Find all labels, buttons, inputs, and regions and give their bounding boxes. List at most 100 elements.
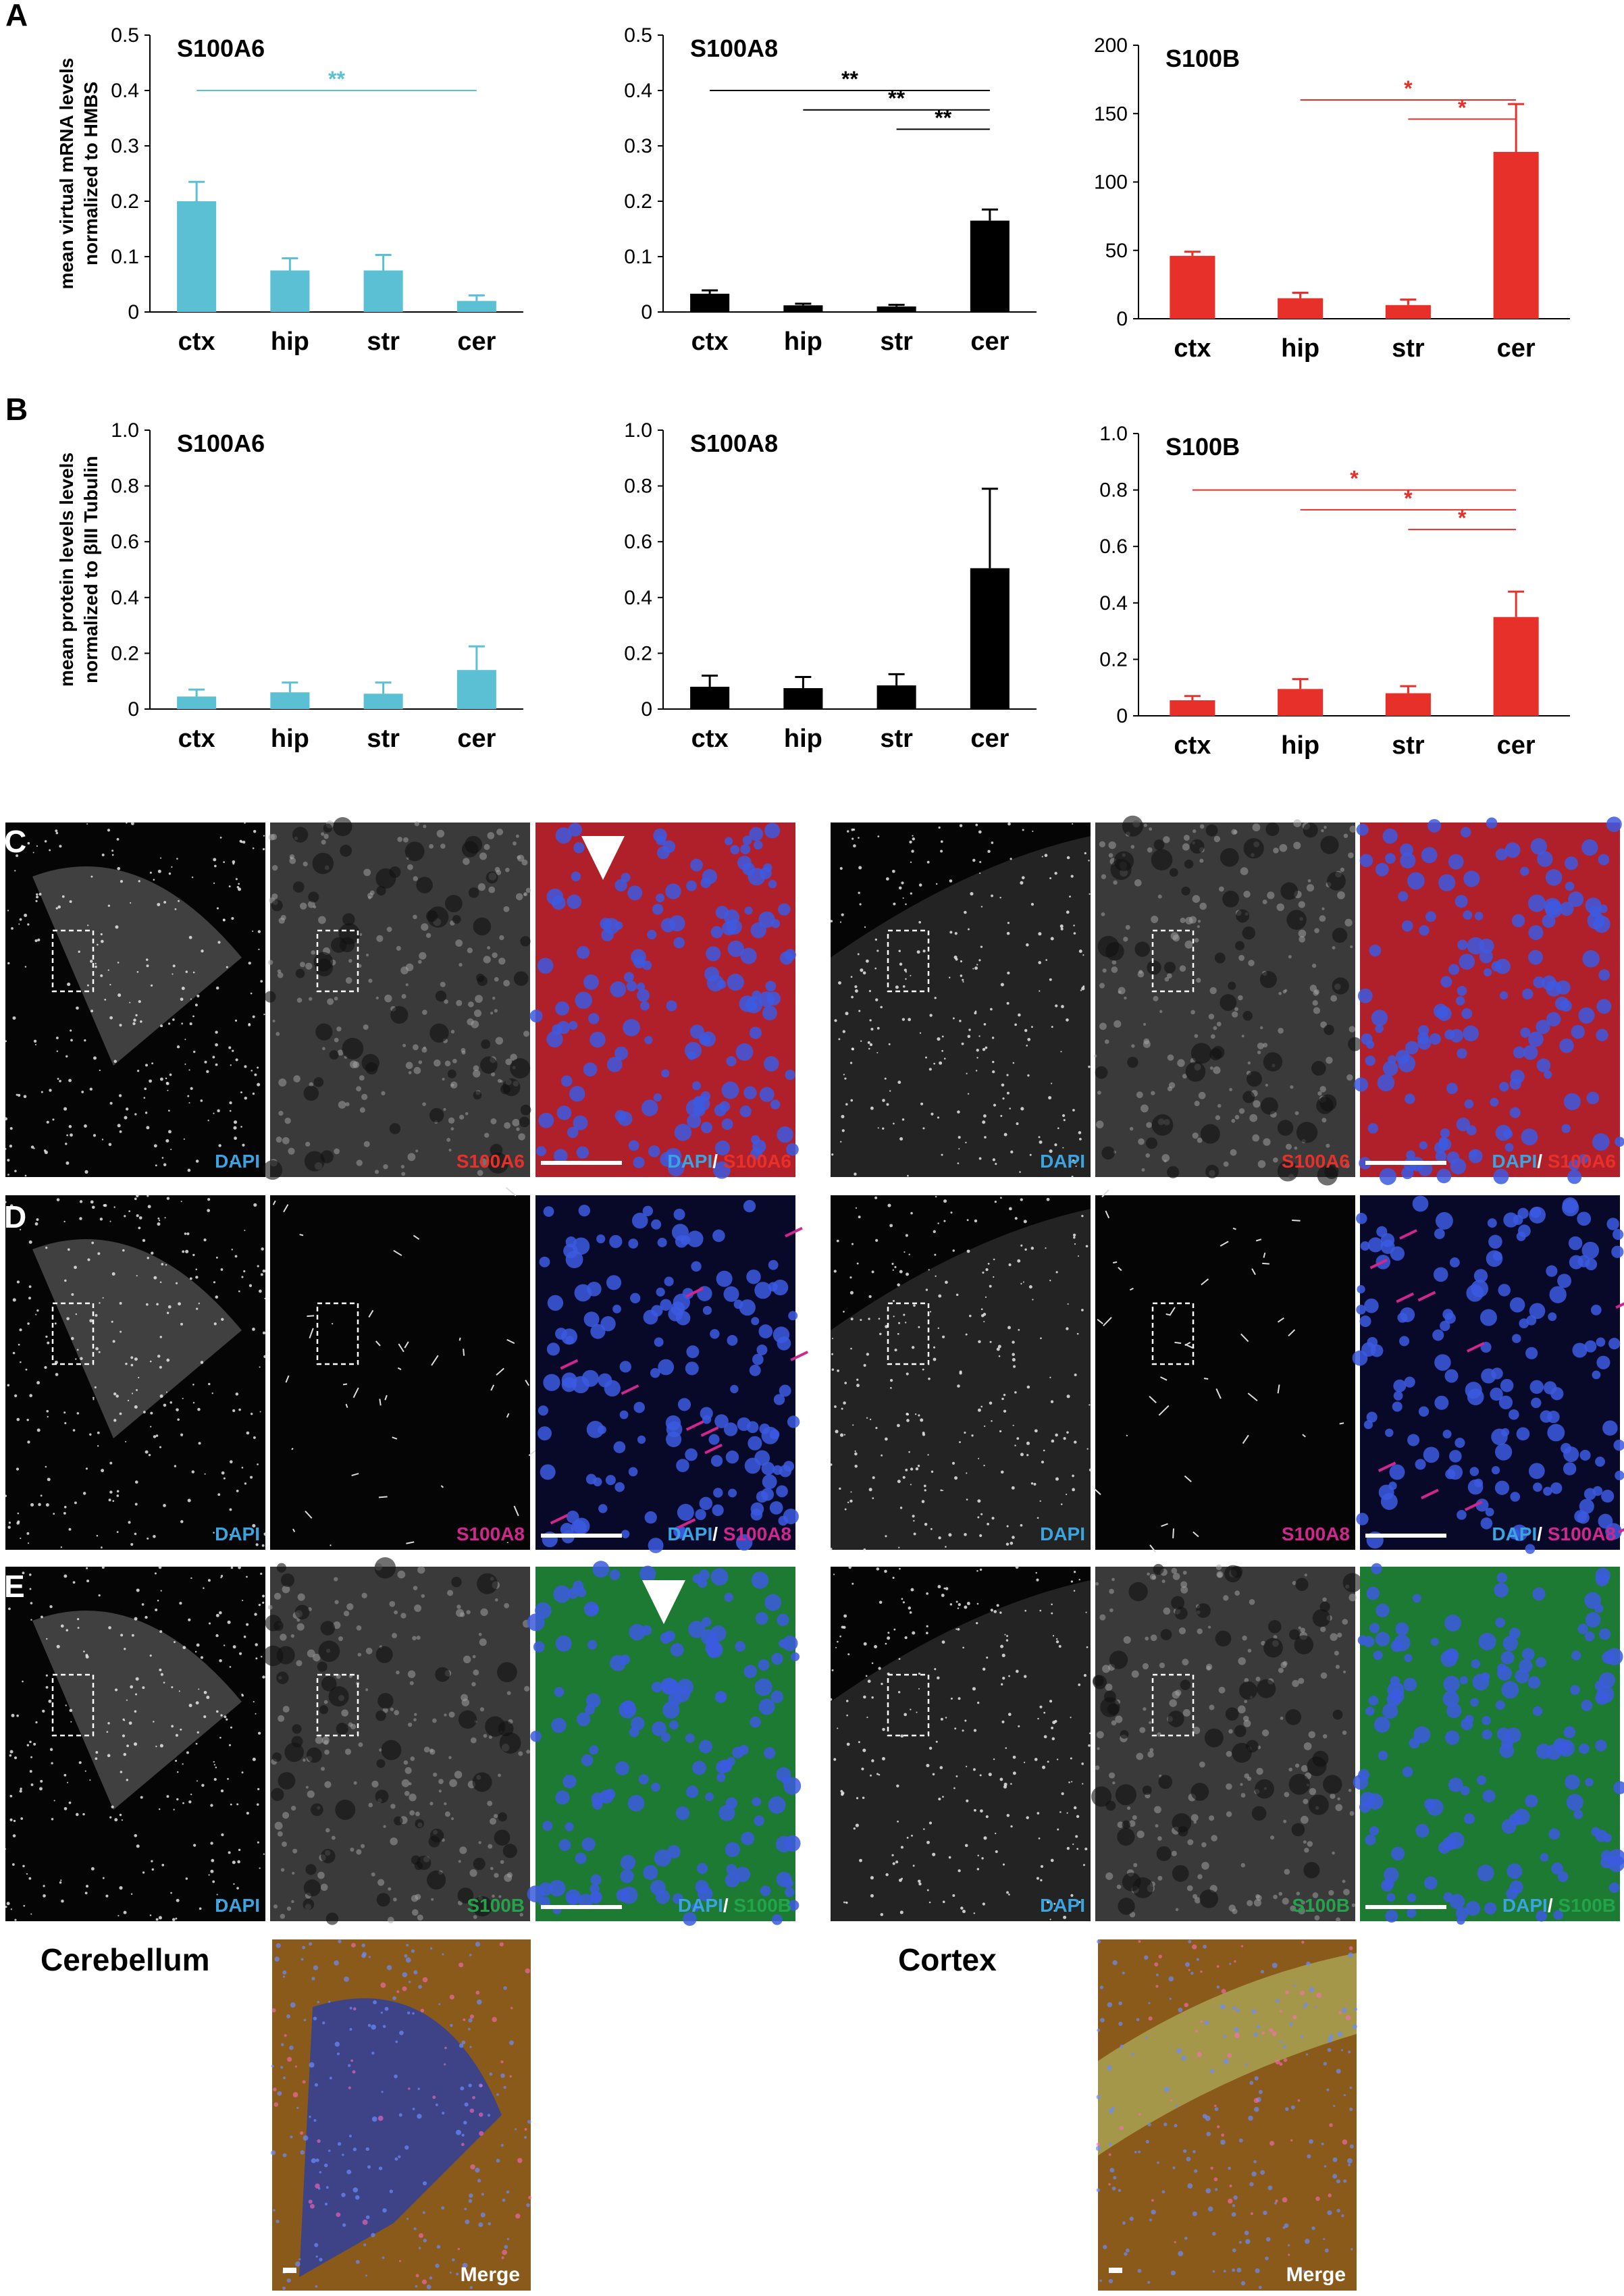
cell-speck bbox=[1155, 1985, 1159, 1988]
cell-speck bbox=[1170, 2270, 1176, 2276]
cell-speck bbox=[872, 1476, 875, 1480]
cell-speck bbox=[974, 1012, 977, 1015]
cell-speck bbox=[1129, 2216, 1134, 2221]
cell-speck bbox=[236, 1887, 239, 1889]
cell-speck bbox=[397, 1570, 406, 1579]
cell-speck bbox=[149, 1360, 152, 1363]
cell-speck bbox=[1003, 1132, 1007, 1137]
cell-speck bbox=[502, 2249, 508, 2255]
cell-speck bbox=[303, 1879, 321, 1897]
cell-speck bbox=[567, 1894, 578, 1904]
cell-speck bbox=[922, 1127, 925, 1130]
cell-speck bbox=[1328, 2193, 1332, 2197]
cell-speck bbox=[1182, 843, 1190, 851]
cell-speck bbox=[180, 1322, 183, 1326]
cell-speck bbox=[1133, 1862, 1138, 1867]
cell-speck bbox=[959, 1020, 962, 1022]
cell-speck bbox=[1554, 996, 1569, 1011]
cell-speck bbox=[262, 1269, 266, 1273]
cell-speck bbox=[604, 1788, 616, 1800]
cell-speck bbox=[855, 1823, 859, 1827]
cell-speck bbox=[47, 1415, 49, 1418]
panel-letter-C: C bbox=[4, 824, 26, 859]
cell-speck bbox=[1567, 1170, 1582, 1184]
cell-speck bbox=[179, 1601, 182, 1605]
cell-speck bbox=[1253, 1100, 1261, 1108]
cell-speck bbox=[203, 1238, 207, 1242]
cell-speck bbox=[101, 1469, 105, 1473]
cell-speck bbox=[899, 1507, 903, 1509]
cell-speck bbox=[1344, 1163, 1350, 1168]
cell-speck bbox=[363, 1024, 369, 1030]
cell-speck bbox=[38, 893, 42, 896]
cell-speck bbox=[136, 1194, 139, 1198]
cell-speck bbox=[1399, 1336, 1410, 1347]
cell-speck bbox=[27, 923, 30, 926]
cell-speck bbox=[1319, 915, 1326, 922]
cell-speck bbox=[292, 2092, 298, 2097]
cell-speck bbox=[960, 960, 963, 963]
cell-speck bbox=[1231, 2212, 1236, 2217]
cell-speck bbox=[320, 1150, 334, 1164]
marker-stain bbox=[550, 1513, 569, 1525]
cell-speck bbox=[365, 2215, 370, 2220]
cell-speck bbox=[1104, 1039, 1109, 1044]
cell-speck bbox=[79, 1217, 82, 1220]
cell-speck bbox=[1298, 1677, 1305, 1684]
cell-speck bbox=[180, 1433, 184, 1436]
cell-speck bbox=[502, 2198, 506, 2202]
cell-speck bbox=[215, 1256, 218, 1259]
cell-speck bbox=[697, 1577, 708, 1588]
cell-speck bbox=[213, 1532, 215, 1534]
cell-speck bbox=[1144, 1955, 1149, 1960]
cell-speck bbox=[23, 1095, 27, 1099]
cell-speck bbox=[899, 962, 903, 966]
cell-speck bbox=[691, 1903, 700, 1912]
cell-speck bbox=[1143, 1040, 1151, 1048]
cell-speck bbox=[1598, 1628, 1611, 1640]
cell-speck bbox=[95, 1757, 98, 1760]
cell-speck bbox=[941, 1153, 943, 1156]
cell-speck bbox=[151, 1860, 153, 1862]
cell-speck bbox=[1151, 915, 1159, 923]
cell-speck bbox=[1109, 1588, 1114, 1594]
cell-speck bbox=[280, 1573, 294, 1588]
cell-speck bbox=[377, 2116, 384, 2121]
cell-speck bbox=[208, 1622, 211, 1625]
cell-speck bbox=[1267, 2185, 1273, 2191]
cell-speck bbox=[405, 983, 409, 987]
cell-speck bbox=[1139, 1727, 1146, 1733]
cell-speck bbox=[229, 1666, 232, 1668]
cell-speck bbox=[779, 951, 793, 965]
cell-speck bbox=[1501, 1681, 1519, 1699]
cell-speck bbox=[1278, 991, 1282, 995]
cell-speck bbox=[1102, 968, 1107, 973]
cell-speck bbox=[1145, 1137, 1158, 1149]
chart-title: S100A6 bbox=[177, 429, 265, 457]
cell-speck bbox=[942, 1900, 945, 1904]
cell-speck bbox=[723, 1286, 739, 1302]
cell-speck bbox=[925, 1288, 928, 1291]
vessel-stain bbox=[1105, 1210, 1110, 1219]
cell-speck bbox=[499, 1942, 504, 1947]
cell-speck bbox=[741, 1831, 755, 1846]
cell-speck bbox=[1269, 2141, 1275, 2146]
cell-speck bbox=[292, 1724, 302, 1734]
cell-speck bbox=[1174, 1607, 1188, 1620]
cell-speck bbox=[560, 1523, 574, 1536]
cell-speck bbox=[65, 1704, 67, 1706]
cell-speck bbox=[271, 2008, 276, 2012]
cell-speck bbox=[1342, 1619, 1348, 1625]
cell-speck bbox=[629, 1623, 646, 1641]
cell-speck bbox=[1010, 1825, 1013, 1828]
cell-speck bbox=[90, 875, 93, 878]
cell-speck bbox=[219, 1611, 222, 1615]
cell-speck bbox=[609, 1234, 623, 1249]
cell-speck bbox=[444, 895, 463, 912]
cell-speck bbox=[744, 906, 753, 915]
cell-speck bbox=[28, 1877, 32, 1880]
cell-speck bbox=[727, 1334, 738, 1346]
cell-speck bbox=[1022, 829, 1024, 831]
cell-speck bbox=[263, 1355, 267, 1359]
cell-speck bbox=[667, 1845, 681, 1858]
